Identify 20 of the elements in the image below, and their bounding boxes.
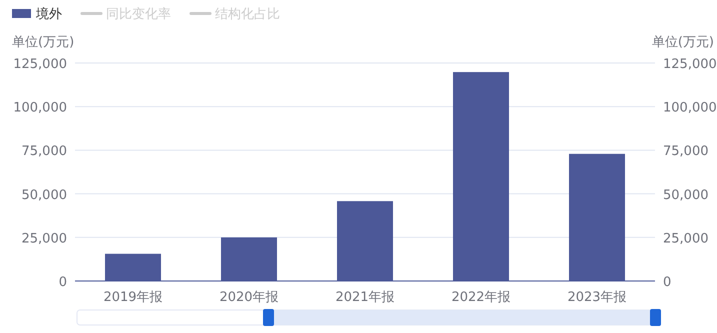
x-tick-label: 2019年报 bbox=[103, 290, 163, 305]
y-tick-label: 75,000 bbox=[22, 144, 67, 160]
y2-tick-label: 50,000 bbox=[663, 188, 708, 203]
y-tick-label: 50,000 bbox=[22, 188, 67, 203]
legend-label: 境外 bbox=[35, 6, 62, 22]
y2-tick-label: 100,000 bbox=[663, 100, 717, 116]
y2-tick-label: 125,000 bbox=[663, 57, 717, 72]
y-tick-label: 0 bbox=[58, 275, 67, 290]
y2-tick-label: 75,000 bbox=[663, 144, 708, 160]
x-tick-label: 2022年报 bbox=[451, 290, 511, 305]
y-tick-label: 100,000 bbox=[13, 100, 67, 116]
y2-tick-label: 25,000 bbox=[663, 231, 708, 246]
y-axis-title: 单位(万元) bbox=[12, 35, 74, 50]
x-tick-label: 2023年报 bbox=[567, 290, 627, 305]
x-tick-label: 2020年报 bbox=[219, 290, 279, 305]
y-tick-label: 25,000 bbox=[22, 231, 67, 246]
y-tick-label: 125,000 bbox=[13, 57, 67, 72]
y2-axis-title: 单位(万元) bbox=[652, 35, 714, 50]
y2-tick-label: 0 bbox=[663, 275, 672, 290]
x-tick-label: 2021年报 bbox=[335, 290, 395, 305]
